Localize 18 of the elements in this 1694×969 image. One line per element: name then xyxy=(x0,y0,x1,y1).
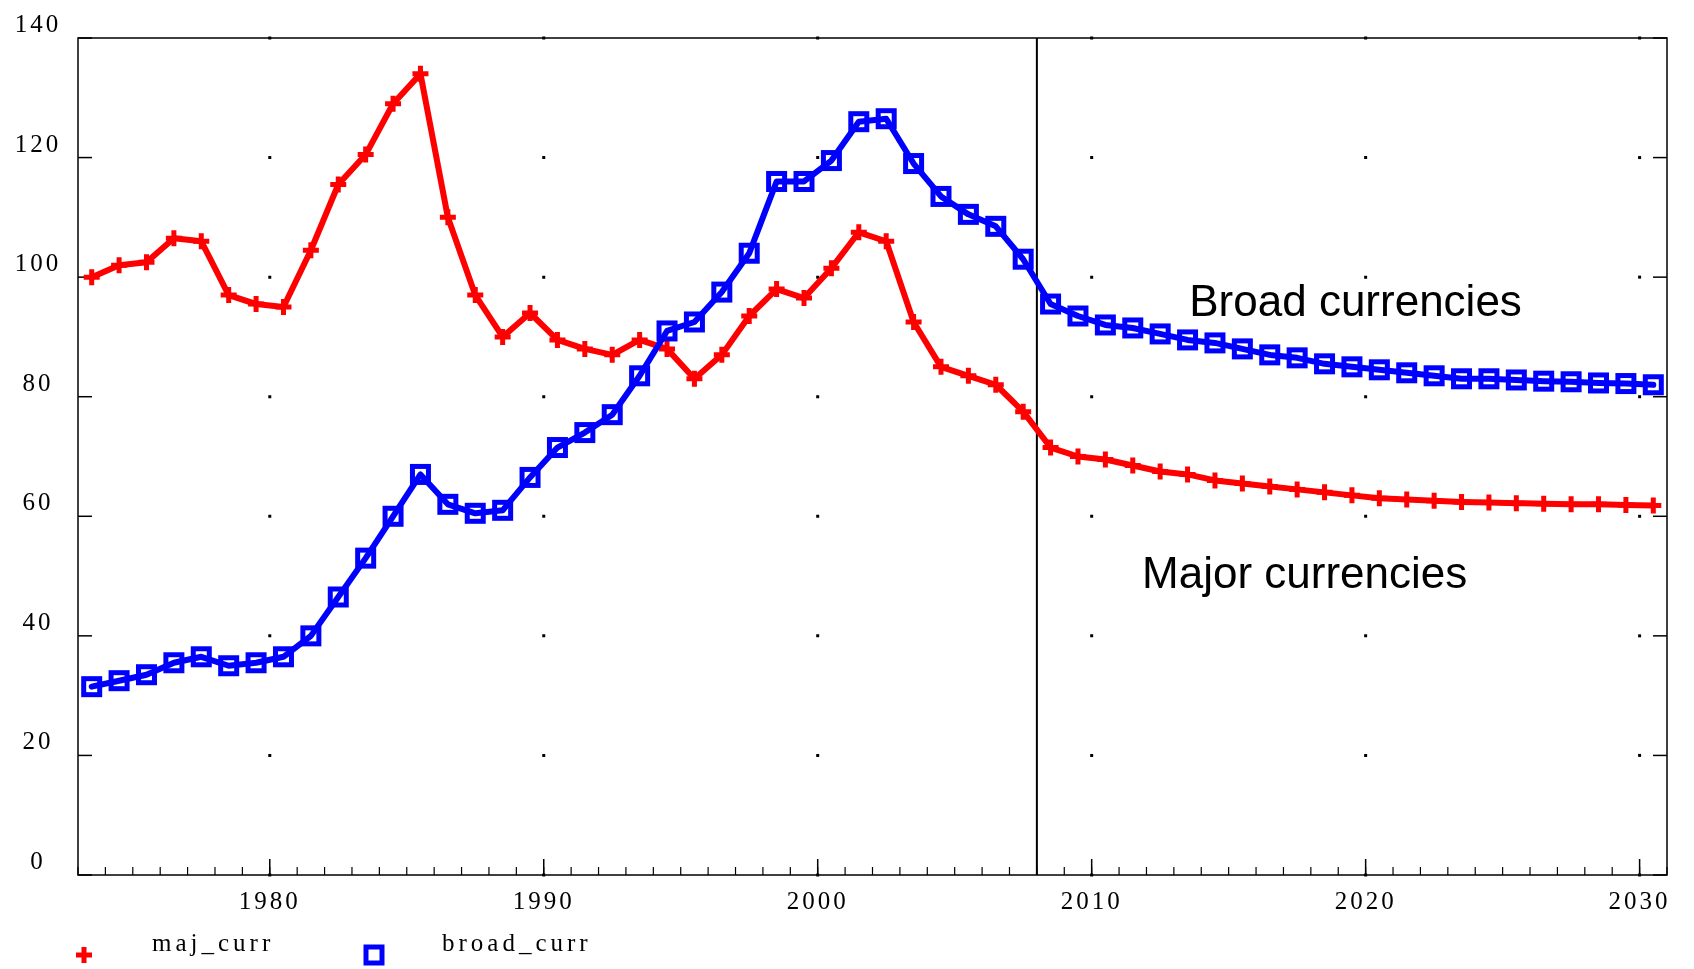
y-tick-label: 80 xyxy=(22,368,54,396)
annotation: Broad currencies xyxy=(1189,276,1522,326)
x-tick-label: 2000 xyxy=(786,887,849,914)
x-tick-label: 1980 xyxy=(238,887,301,914)
y-tick-label: 120 xyxy=(14,129,62,157)
legend-label: broad_curr xyxy=(442,929,592,956)
annotation: Major currencies xyxy=(1142,548,1468,598)
x-tick-label: 2010 xyxy=(1060,887,1123,914)
y-tick-label: 20 xyxy=(22,727,54,755)
y-tick-label: 100 xyxy=(14,249,62,277)
x-tick-label: 2030 xyxy=(1608,887,1671,914)
y-tick-label: 60 xyxy=(22,488,54,516)
y-tick-label: 140 xyxy=(14,10,62,37)
x-tick-label: 1990 xyxy=(512,887,575,914)
legend-label: maj_curr xyxy=(152,929,275,956)
y-tick-label: 0 xyxy=(30,847,46,874)
y-tick-label: 40 xyxy=(22,607,54,635)
x-tick-label: 2020 xyxy=(1334,887,1397,914)
